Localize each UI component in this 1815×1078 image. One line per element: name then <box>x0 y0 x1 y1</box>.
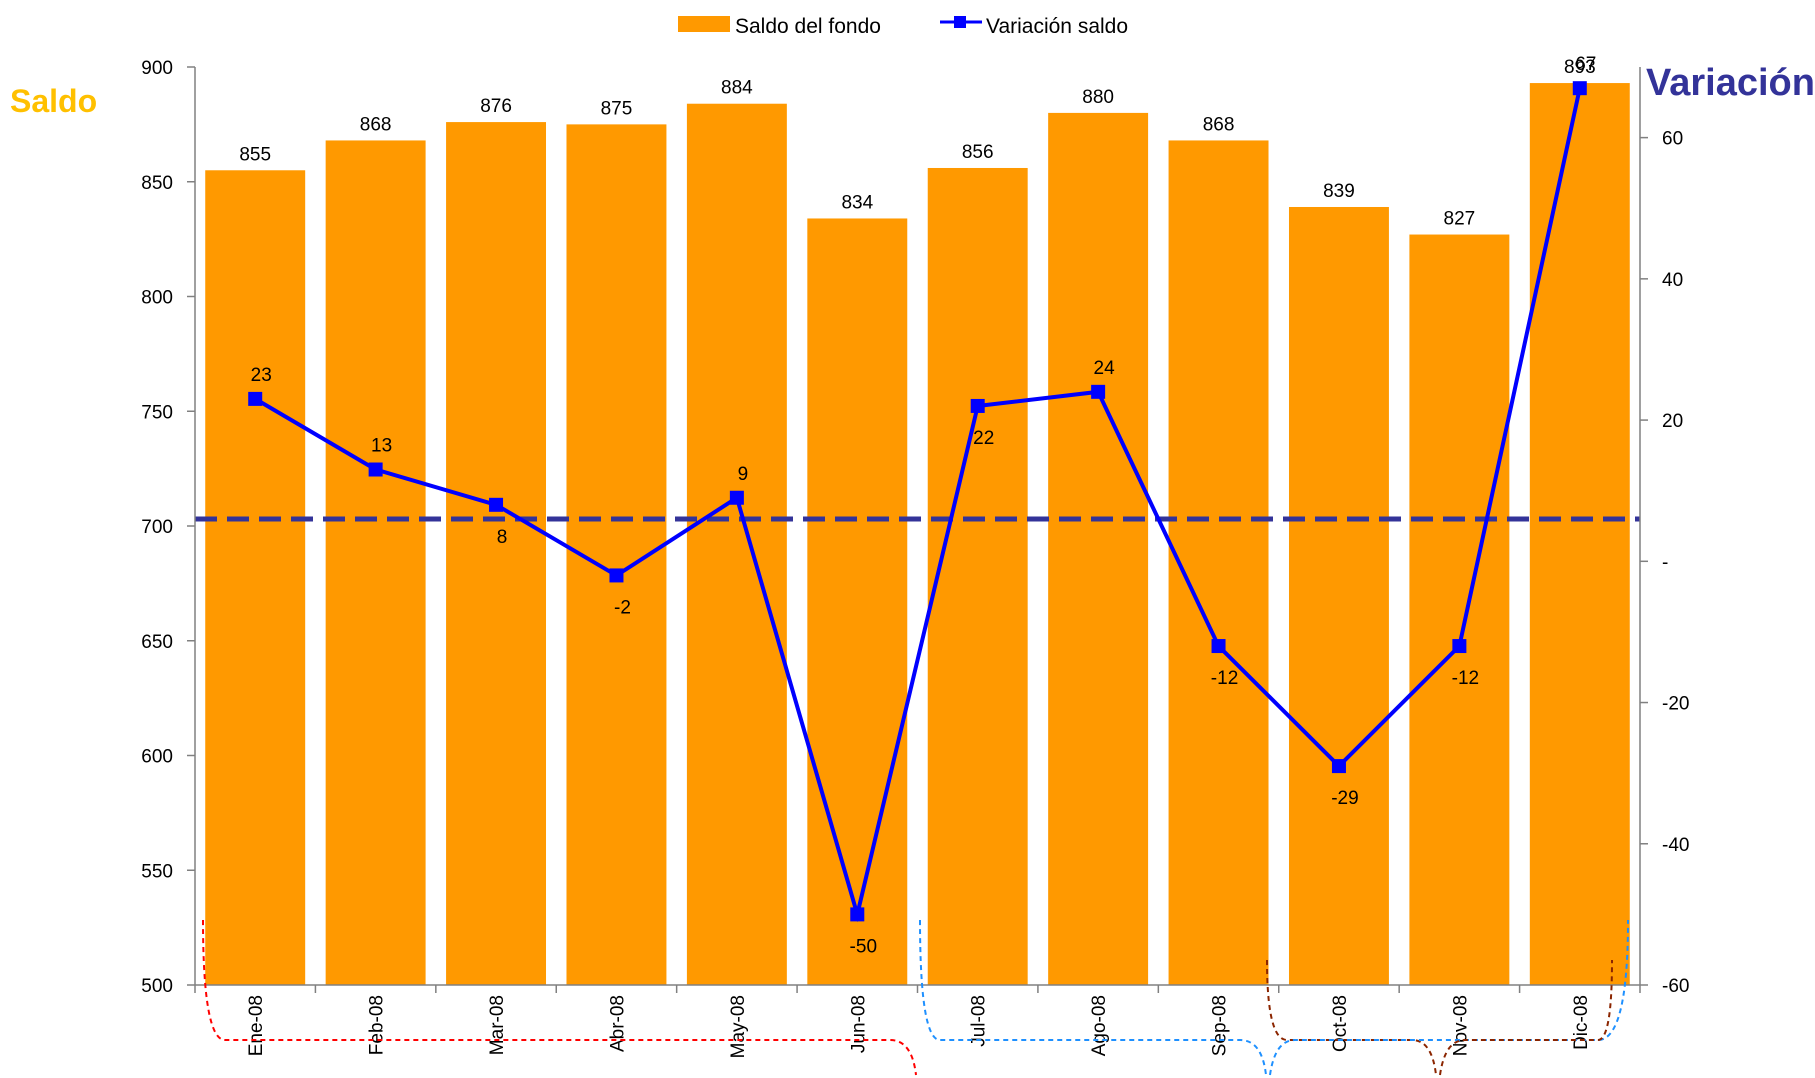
bar-label-Abr-08: 875 <box>601 98 633 119</box>
y-axis-title-left: Saldo <box>10 83 97 119</box>
point-label-Abr-08: -2 <box>614 597 631 618</box>
bar-label-Mar-08: 876 <box>480 96 512 117</box>
point-label-Mar-08: 8 <box>497 527 508 548</box>
bar-label-Ene-08: 855 <box>239 144 271 165</box>
bar-label-Jul-08: 856 <box>962 142 994 163</box>
bar-Dic-08 <box>1529 83 1630 985</box>
bar-label-Oct-08: 839 <box>1323 181 1355 202</box>
point-Jun-08 <box>850 907 865 922</box>
x-tick-label-May-08: May-08 <box>728 995 749 1058</box>
point-Ago-08 <box>1091 384 1106 399</box>
point-label-Ene-08: 23 <box>251 365 272 386</box>
legend-label-variacion: Variación saldo <box>986 15 1128 38</box>
point-Sep-08 <box>1211 639 1226 654</box>
point-Dic-08 <box>1572 81 1587 96</box>
bar-Ene-08 <box>205 170 306 985</box>
x-tick-label-Sep-08: Sep-08 <box>1210 995 1231 1056</box>
point-label-Oct-08: -29 <box>1331 788 1358 809</box>
y-tick-label: 850 <box>141 173 173 194</box>
x-tick-label-Ene-08: Ene-08 <box>246 995 267 1056</box>
variacion-line <box>254 87 1582 923</box>
bar-label-Nov-08: 827 <box>1444 209 1476 230</box>
point-label-Dic-08: 67 <box>1575 54 1596 75</box>
quarter-braces <box>202 919 1629 1076</box>
point-label-Feb-08: 13 <box>371 436 392 457</box>
point-Feb-08 <box>368 462 383 477</box>
bar-Jun-08 <box>807 218 908 986</box>
y2-tick-label: - <box>1662 552 1668 573</box>
bar-May-08 <box>686 103 787 986</box>
point-May-08 <box>729 490 744 505</box>
y-tick-label: 600 <box>141 747 173 768</box>
bar-Sep-08 <box>1168 140 1269 985</box>
y-tick-label: 650 <box>141 632 173 653</box>
point-Abr-08 <box>609 568 624 583</box>
brace-quarter-3 <box>919 919 1267 1076</box>
bar-Feb-08 <box>325 140 426 985</box>
bar-data-labels: 855 868 876 875 884 834 856 880 868 839 827 893 <box>239 57 1595 229</box>
y2-tick-label: 40 <box>1662 270 1683 291</box>
x-tick-label-Jun-08: Jun-08 <box>848 995 869 1053</box>
line-series <box>248 81 1587 923</box>
bar-label-Jun-08: 834 <box>841 192 873 213</box>
point-label-Sep-08: -12 <box>1211 668 1238 689</box>
y-tick-label: 900 <box>141 58 173 79</box>
y2-tick-label: 20 <box>1662 411 1683 432</box>
brace-semester-1-left <box>202 919 917 1076</box>
y2-tick-label: -60 <box>1662 976 1689 997</box>
y2-tick-label: 60 <box>1662 129 1683 150</box>
point-label-Nov-08: -12 <box>1452 668 1479 689</box>
x-tick-label-Oct-08: Oct-08 <box>1330 995 1351 1052</box>
bar-Nov-08 <box>1409 234 1510 985</box>
x-tick-label-Nov-08: Nov-08 <box>1450 995 1471 1056</box>
x-tick-label-Mar-08: Mar-08 <box>487 995 508 1055</box>
y-tick-label: 500 <box>141 976 173 997</box>
legend-marker-variacion <box>954 16 966 28</box>
y2-tick-label: -20 <box>1662 694 1689 715</box>
brace-nov-dic <box>1439 959 1613 1076</box>
y-axis-left-ticks: 500 550 600 650 700 750 800 850 900 <box>141 58 195 997</box>
x-tick-label-Dic-08: Dic-08 <box>1571 995 1592 1050</box>
point-Jul-08 <box>970 398 985 413</box>
point-Ene-08 <box>248 391 263 406</box>
bar-Ago-08 <box>1048 112 1149 985</box>
point-label-Jun-08: -50 <box>850 936 877 957</box>
bar-Mar-08 <box>446 122 547 985</box>
bar-label-Sep-08: 868 <box>1203 114 1235 135</box>
y-axis-title-right: Variación <box>1646 62 1815 104</box>
legend-label-saldo: Saldo del fondo <box>735 15 881 38</box>
bar-label-May-08: 884 <box>721 78 753 99</box>
legend-swatch-saldo <box>678 16 730 32</box>
x-axis-ticks: Ene-08 Feb-08 Mar-08 Abr-08 May-08 Jun-08 Jul-… <box>194 985 1641 1058</box>
brace-oct-nov <box>1266 959 1437 1076</box>
x-tick-label-Abr-08: Abr-08 <box>607 995 628 1052</box>
y2-tick-label: -40 <box>1662 835 1689 856</box>
y-tick-label: 550 <box>141 861 173 882</box>
point-Nov-08 <box>1452 639 1467 654</box>
point-Mar-08 <box>489 497 504 512</box>
bar-Jul-08 <box>927 167 1028 986</box>
point-label-Ago-08: 24 <box>1094 358 1116 379</box>
bar-Oct-08 <box>1288 206 1389 985</box>
bar-label-Dic-08: 893 <box>1564 57 1596 78</box>
bar-label-Ago-08: 880 <box>1082 87 1114 108</box>
legend: Saldo del fondo Variación saldo <box>678 15 1128 38</box>
x-tick-label-Ago-08: Ago-08 <box>1089 995 1110 1056</box>
x-tick-label-Feb-08: Feb-08 <box>367 995 388 1055</box>
x-tick-label-Jul-08: Jul-08 <box>969 995 990 1047</box>
point-label-Jul-08: 22 <box>973 428 994 449</box>
point-Oct-08 <box>1331 759 1346 774</box>
bar-series <box>205 83 1630 986</box>
y-tick-label: 750 <box>141 402 173 423</box>
bar-label-Feb-08: 868 <box>360 114 392 135</box>
y-tick-label: 700 <box>141 517 173 538</box>
y-tick-label: 800 <box>141 288 173 309</box>
point-label-May-08: 9 <box>738 464 749 485</box>
